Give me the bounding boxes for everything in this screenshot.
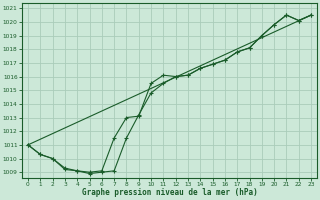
X-axis label: Graphe pression niveau de la mer (hPa): Graphe pression niveau de la mer (hPa) <box>82 188 257 197</box>
